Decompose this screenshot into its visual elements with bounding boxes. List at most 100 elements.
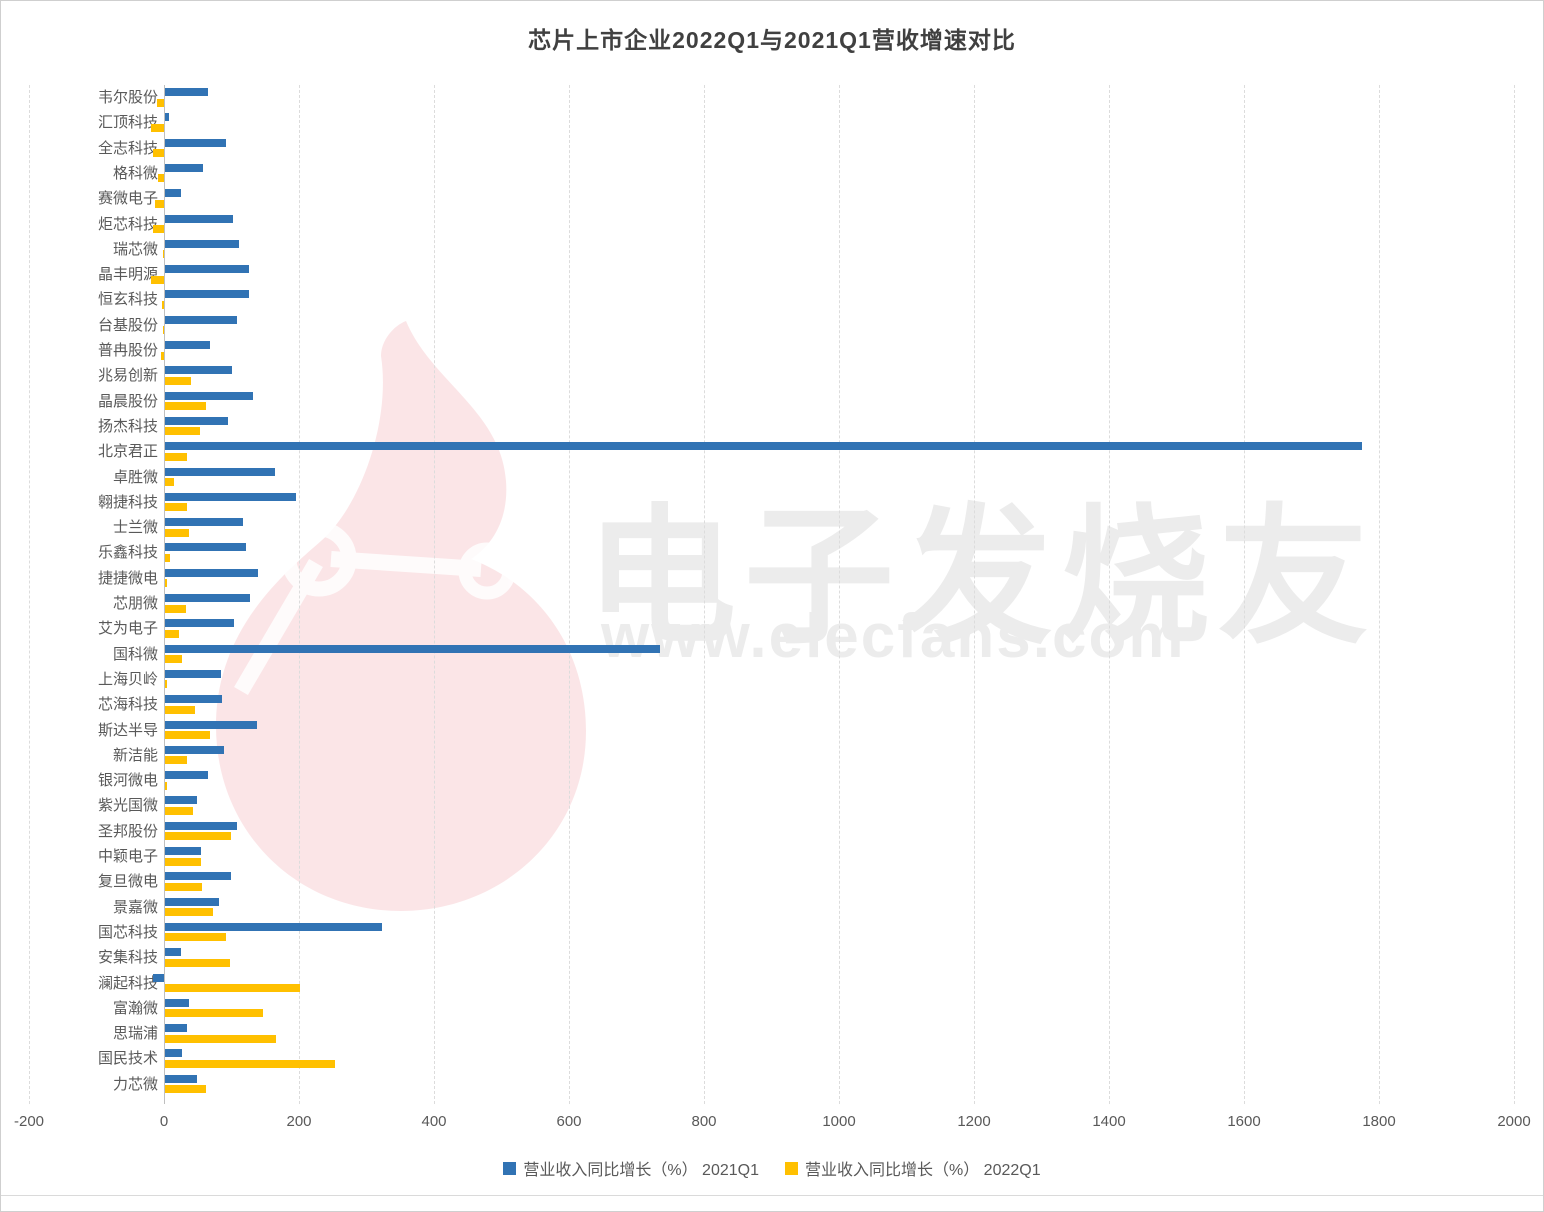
x-tick-label: 0 — [159, 1113, 169, 1130]
gridline — [1244, 85, 1245, 1104]
category-label: 炬芯科技 — [97, 215, 158, 233]
bar-2021q1 — [165, 315, 237, 324]
bar-2022q1 — [165, 984, 300, 992]
bar-2022q1 — [165, 958, 230, 967]
bar-2022q1 — [150, 123, 164, 132]
category-label: 格科微 — [112, 164, 158, 182]
bar-2022q1 — [165, 503, 188, 512]
gridline — [839, 85, 840, 1104]
gridline — [434, 85, 435, 1104]
category-label: 斯达半导 — [97, 721, 158, 739]
bar-2022q1 — [165, 908, 213, 917]
bar-2022q1 — [165, 478, 175, 486]
category-label: 兆易创新 — [97, 367, 158, 385]
category-label: 紫光国微 — [97, 797, 158, 815]
bar-2021q1 — [165, 391, 253, 400]
category-label: 新洁能 — [112, 746, 158, 764]
bar-2022q1 — [165, 1009, 263, 1018]
bar-2021q1 — [165, 695, 223, 704]
category-label: 捷捷微电 — [97, 569, 158, 587]
gridline — [299, 85, 300, 1104]
bar-2022q1 — [152, 149, 164, 158]
category-label: 艾为电子 — [97, 620, 158, 638]
bar-2021q1 — [165, 821, 237, 830]
bar-2021q1 — [165, 619, 234, 628]
bar-2021q1 — [165, 644, 660, 653]
category-label: 复旦微电 — [97, 873, 158, 891]
category-label: 国科微 — [112, 645, 158, 663]
gridline — [1109, 85, 1110, 1104]
bar-2022q1 — [162, 326, 164, 335]
category-label: 芯朋微 — [112, 595, 158, 612]
legend-item-2022q1: 营业收入同比增长（%） 2022Q1 — [785, 1156, 1041, 1180]
category-label: 瑞芯微 — [112, 240, 158, 258]
x-tick-label: 1800 — [1362, 1113, 1396, 1130]
gridline — [704, 85, 705, 1104]
bar-2021q1 — [165, 796, 198, 805]
category-label: 汇顶科技 — [97, 114, 158, 132]
category-label: 卓胜微 — [112, 468, 158, 486]
bar-2022q1 — [165, 1085, 206, 1094]
bar-2021q1 — [165, 88, 209, 96]
x-tick-label: 1200 — [957, 1113, 991, 1130]
bar-2021q1 — [165, 543, 246, 552]
x-tick-label: 2000 — [1497, 1113, 1531, 1130]
category-label: 北京君正 — [97, 443, 158, 461]
gridline — [29, 85, 30, 1104]
bar-2021q1 — [165, 594, 251, 602]
bar-2021q1 — [165, 998, 190, 1007]
bar-2021q1 — [165, 948, 182, 957]
bar-2022q1 — [161, 300, 164, 309]
bar-2021q1 — [165, 720, 258, 729]
legend-swatch-2021q1-icon — [503, 1161, 517, 1175]
bar-2021q1 — [165, 239, 240, 248]
bar-2022q1 — [165, 376, 192, 385]
bar-2022q1 — [162, 250, 164, 259]
gridline — [974, 85, 975, 1104]
chart-frame-border — [1, 1195, 1543, 1196]
bar-2021q1 — [165, 669, 222, 678]
bar-2021q1 — [153, 973, 164, 982]
bar-2022q1 — [165, 781, 167, 790]
category-label: 芯海科技 — [97, 696, 158, 714]
bar-2021q1 — [165, 771, 209, 780]
category-label: 台基股份 — [97, 316, 158, 334]
category-label: 乐鑫科技 — [97, 544, 158, 562]
legend: 营业收入同比增长（%） 2021Q1 营业收入同比增长（%） 2022Q1 — [1, 1156, 1543, 1180]
category-label: 晶晨股份 — [97, 392, 158, 410]
bar-2021q1 — [165, 745, 224, 754]
bar-2021q1 — [165, 847, 201, 855]
bar-2021q1 — [165, 290, 250, 299]
bar-2022q1 — [165, 882, 203, 891]
legend-swatch-2022q1-icon — [785, 1161, 798, 1175]
category-label: 富瀚微 — [112, 999, 158, 1017]
category-label: 景嘉微 — [112, 898, 158, 916]
bar-2021q1 — [165, 442, 1363, 451]
bar-2021q1 — [165, 872, 232, 881]
category-label: 圣邦股份 — [97, 822, 158, 840]
legend-label-2021q1: 营业收入同比增长（%） 2021Q1 — [523, 1162, 759, 1179]
bar-2021q1 — [165, 416, 229, 425]
bar-2021q1 — [165, 1074, 197, 1083]
bar-2021q1 — [165, 163, 204, 172]
bar-2021q1 — [165, 897, 219, 906]
gridline — [1379, 85, 1380, 1104]
bar-2022q1 — [165, 452, 187, 461]
category-label: 韦尔股份 — [97, 89, 158, 106]
bar-2022q1 — [165, 1034, 277, 1043]
bar-2021q1 — [165, 1049, 182, 1058]
bar-2022q1 — [165, 528, 190, 537]
category-label: 上海贝岭 — [97, 670, 158, 688]
category-label: 银河微电 — [97, 772, 158, 790]
category-label: 力芯微 — [112, 1075, 158, 1093]
x-tick-label: 1600 — [1227, 1113, 1261, 1130]
category-label: 国芯科技 — [97, 923, 158, 941]
bar-2021q1 — [165, 366, 232, 375]
category-label: 晶丰明源 — [97, 266, 158, 284]
bar-2022q1 — [157, 98, 164, 107]
bar-2022q1 — [165, 806, 194, 815]
category-label: 澜起科技 — [97, 974, 158, 992]
bar-2021q1 — [165, 138, 227, 147]
